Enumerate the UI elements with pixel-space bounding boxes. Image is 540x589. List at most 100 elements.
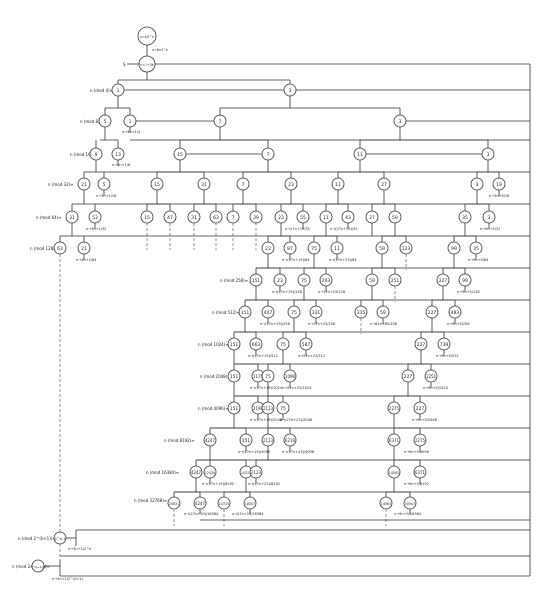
tree-node: 59	[380, 310, 386, 316]
tree-node: 99	[451, 246, 457, 252]
top-cond: n=6×2^k	[152, 48, 168, 52]
tree-node: 203	[322, 278, 331, 284]
tree-node: 227	[417, 342, 426, 348]
row-mod-label: n (mod 256)≡	[220, 278, 248, 283]
row-mod-4096: n (mod 4096)≡ 151 2199 2123 75 2275 227 …	[198, 396, 530, 429]
row-mod-256: n (mod 256)≡ 151 23 75 203 59 251 227 99…	[220, 268, 530, 302]
rule-note: n→9n+5/1024	[423, 386, 449, 390]
tree-node: 11	[357, 152, 363, 158]
row-mod-label: n (mod 2048)≡	[200, 374, 231, 379]
rule-note: n→(27n+23)/4096	[282, 450, 314, 454]
tree-node: 5	[103, 182, 106, 188]
tree-node: 15	[144, 215, 150, 221]
tree-node: 6371	[389, 438, 400, 443]
rule-note: n→9n+5/4096	[404, 450, 429, 454]
rule-note: n→3n+1/2^(k+1)	[52, 577, 84, 581]
tree-node: 30947	[405, 502, 415, 506]
rule-note: n→(27n+19)/4096	[238, 450, 270, 454]
tree-node: 18507	[245, 502, 255, 506]
row-mod-label: n (mod 128)≡	[30, 246, 58, 251]
tree-node: 55	[300, 215, 306, 221]
tree-node: 1251	[426, 374, 437, 379]
rule-note: n→3n+1/2^k	[68, 547, 92, 551]
tree-node: 4247	[191, 470, 202, 475]
rule-note: n→(27n+19)/2048	[250, 418, 282, 422]
rule-note: n→(27n+23)/8192	[248, 482, 280, 486]
tree-node: 331	[312, 310, 321, 316]
tree-node: 3	[487, 152, 490, 158]
tree-node: 1099	[285, 374, 296, 379]
tree-node: 483	[451, 310, 460, 316]
tree-node: 13	[115, 152, 121, 158]
rule-note: n→9n+5/64	[468, 258, 489, 262]
rule-note: n→27n+23/16384	[232, 512, 264, 516]
tree-node: 407	[264, 310, 273, 316]
tree-node: 151	[230, 342, 239, 348]
top-label: n=s/2^k	[140, 35, 154, 39]
tree-node: 21	[81, 182, 87, 188]
tree-node: 227	[404, 374, 413, 380]
rule-note: n→3n+5/16	[489, 194, 509, 198]
tree-node: 11	[334, 246, 340, 252]
rule-note: n→27n+23/512	[298, 354, 325, 358]
tree-node: 31	[191, 215, 197, 221]
tree-node: 227	[428, 310, 437, 316]
tree-node: 7	[232, 215, 235, 221]
tree-node: 59	[369, 278, 375, 284]
tree-node: 23	[288, 182, 294, 188]
tree-node: 27	[381, 182, 387, 188]
rule-note: n→9n+5/8192	[404, 482, 429, 486]
tree-node: 14563	[389, 471, 399, 475]
rule-note: n→(27n+23)/2048	[280, 418, 312, 422]
tree-node: 1	[129, 119, 132, 125]
row-mod-label: n (mod 16)≡	[70, 152, 96, 157]
tree-node: 75	[280, 342, 286, 348]
rule-note: n→9n+5/2048	[412, 418, 437, 422]
tree-node: 15	[177, 152, 183, 158]
tree-node: 11	[335, 182, 341, 188]
tree-node: 39	[253, 215, 259, 221]
row-mod-16384: n (mod 16384)≡ 4247 12439 10315 2123 145…	[146, 460, 530, 493]
tree-node: 151	[252, 278, 261, 284]
row-mod-2k-b: n (mod 2^(k+1))≡ 2^(k+1)-1 n→3n+1/2^(k+1…	[12, 559, 530, 581]
tree-node: 2^k-1	[55, 537, 66, 541]
tree-node: 21	[81, 246, 87, 252]
rule-note: n→27n+23/1024	[282, 386, 312, 390]
tree-node: 123	[402, 246, 411, 252]
tree-node: 75	[311, 246, 317, 252]
rule-note: n→27n+19/32	[285, 227, 310, 231]
tree-node: 75	[265, 374, 271, 380]
tree-node: 10315	[219, 502, 229, 506]
row-mod-8: n (mod 8)≡ 5 1 7 3 n→3n+1/4	[80, 108, 530, 141]
tree-node: 59	[379, 246, 385, 252]
tree-node: 3	[488, 215, 491, 221]
tree-node: 7	[267, 152, 270, 158]
tree-node: 23	[277, 278, 283, 284]
row-mod-label: n (mod 8)≡	[80, 119, 103, 124]
tree-node: 3	[289, 88, 292, 94]
tree-node: 227	[416, 406, 425, 412]
rule-note: n→(27n+19)/64	[282, 258, 310, 262]
tree-node: 20631	[169, 502, 179, 506]
tree-node: 23	[265, 246, 271, 252]
row-mod-label: n (mod 8192)≡	[164, 438, 195, 443]
row-mod-label: n (mod 2^(k+1))≡	[12, 564, 50, 569]
tree-node: 2275	[415, 438, 426, 443]
tree-node: 43	[345, 215, 351, 221]
rule-note: n→81n+65/256	[370, 322, 397, 326]
rule-note: n→(27n+19)/256	[260, 322, 290, 326]
tree-node: 1	[117, 88, 120, 94]
row-mod-64: n (mod 64)≡ 31 53 15 47 31 63 7 39 23 55…	[36, 204, 530, 250]
tree-node: 2123	[251, 470, 262, 475]
tree-node: 14563	[381, 502, 391, 506]
tree-node: 6219	[285, 438, 296, 443]
tree-node: 7	[242, 182, 245, 188]
row-mod-512: n (mod 512)≡ 151 407 75 331 315 59 227 4…	[212, 300, 530, 334]
tree-node: 151	[241, 310, 250, 316]
tree-node: 12439	[205, 471, 215, 475]
row-mod-32768: n (mod 32768)≡ 20631 4247 10315 18507 14…	[134, 492, 530, 526]
rule-note: n→3n+1/64	[76, 258, 97, 262]
tree-node: 2^(k+1)-1	[30, 565, 46, 569]
tree-node: 87	[287, 246, 293, 252]
